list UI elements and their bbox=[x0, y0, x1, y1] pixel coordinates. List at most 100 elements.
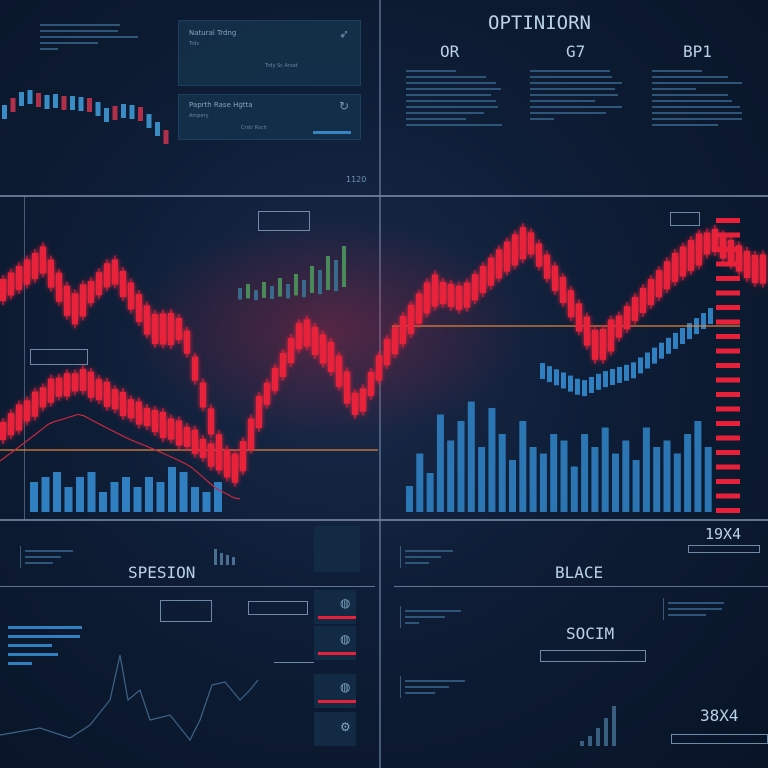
card-title: Natural Trdng bbox=[189, 29, 237, 37]
column-text-g7 bbox=[530, 66, 630, 124]
candle-blue bbox=[575, 378, 580, 395]
volume-bar bbox=[41, 477, 50, 512]
divider-bottom-left bbox=[0, 586, 375, 587]
candle bbox=[87, 98, 92, 112]
volume-bar bbox=[467, 401, 475, 512]
column-text-bp1 bbox=[652, 66, 752, 130]
volume-bar bbox=[447, 440, 455, 512]
volume-bar bbox=[133, 487, 142, 512]
info-text-block bbox=[40, 20, 140, 54]
candle bbox=[53, 94, 58, 108]
candle-blue bbox=[617, 366, 622, 383]
column-header-g7: G7 bbox=[566, 42, 586, 61]
mini-candle bbox=[318, 270, 322, 295]
candle bbox=[163, 130, 169, 144]
volume-bar bbox=[156, 482, 165, 512]
level-marker bbox=[716, 276, 740, 281]
globe-icon: ◍ bbox=[340, 596, 351, 610]
section-title-spesion: SPESION bbox=[128, 563, 196, 582]
candle-blue bbox=[603, 371, 608, 388]
mini-bar bbox=[226, 555, 229, 565]
volume-bar bbox=[622, 440, 630, 512]
level-marker bbox=[716, 247, 740, 252]
stat-19x4: 19X4 bbox=[705, 525, 742, 543]
candle-blue bbox=[561, 372, 566, 389]
status-card[interactable]: ⚙ bbox=[314, 712, 356, 746]
stat-38x4: 38X4 bbox=[700, 706, 739, 725]
level-marker bbox=[716, 493, 740, 499]
column-text-or bbox=[406, 66, 506, 130]
level-marker bbox=[716, 508, 740, 513]
globe-icon: ◍ bbox=[340, 632, 351, 646]
info-box bbox=[160, 600, 212, 622]
level-marker bbox=[716, 261, 740, 267]
refresh-icon[interactable]: ↻ bbox=[339, 99, 350, 113]
volume-bar bbox=[53, 472, 61, 512]
candle-blue bbox=[631, 362, 636, 379]
info-box bbox=[248, 601, 308, 615]
level-marker bbox=[716, 305, 740, 310]
section-title-blace: BLACE bbox=[555, 563, 604, 582]
status-card[interactable]: ◍ bbox=[314, 590, 356, 624]
globe-icon: ◍ bbox=[340, 680, 351, 694]
candle bbox=[70, 96, 75, 110]
mini-candle bbox=[342, 246, 346, 287]
mini-candle bbox=[294, 274, 298, 296]
volume-bar bbox=[560, 440, 568, 512]
mini-candle bbox=[326, 256, 330, 290]
legend-text bbox=[400, 546, 460, 568]
volume-bar bbox=[581, 434, 589, 512]
mini-candle bbox=[238, 288, 242, 300]
mini-candle bbox=[254, 290, 258, 301]
volume-bar bbox=[99, 492, 107, 512]
glow bbox=[130, 220, 530, 440]
chart-tooltip bbox=[670, 212, 700, 226]
volume-bar bbox=[673, 453, 681, 512]
candle-blue bbox=[680, 328, 685, 344]
axis-left bbox=[24, 196, 25, 520]
volume-bar bbox=[498, 434, 506, 512]
candle bbox=[78, 97, 84, 111]
mini-candle bbox=[278, 278, 282, 297]
candle bbox=[112, 106, 118, 120]
candle-blue bbox=[645, 352, 650, 369]
mini-bar bbox=[588, 736, 592, 746]
candle-blue bbox=[610, 369, 615, 385]
legend-text bbox=[400, 676, 465, 698]
progress-bar bbox=[313, 131, 351, 134]
mini-bar bbox=[596, 728, 600, 746]
card-natural-trading[interactable]: Natural Trdng Trds Trdy Sc Arset ➶ bbox=[178, 20, 361, 86]
candle-blue bbox=[659, 342, 664, 359]
candle-blue bbox=[638, 357, 643, 374]
candle-blue bbox=[708, 308, 713, 325]
level-marker bbox=[716, 421, 740, 426]
volume-bar bbox=[478, 447, 486, 512]
level-marker bbox=[716, 218, 740, 223]
status-card[interactable]: ◍ bbox=[314, 626, 356, 660]
level-marker bbox=[716, 450, 740, 455]
candle bbox=[146, 114, 152, 128]
volume-bar bbox=[591, 447, 599, 512]
settings-icon: ⚙ bbox=[340, 720, 351, 734]
candle-blue bbox=[547, 366, 552, 383]
mini-bar bbox=[220, 553, 223, 565]
volume-bar bbox=[76, 477, 84, 512]
candle bbox=[2, 105, 7, 119]
options-title: OPTINIORN bbox=[488, 12, 591, 34]
volume-bar bbox=[694, 421, 702, 512]
volume-bar bbox=[168, 467, 176, 512]
volume-bar bbox=[416, 453, 424, 512]
card-paprth[interactable]: Paprth Rase Hgtta Ampery Crstr Rsch ↻ bbox=[178, 94, 361, 140]
status-card[interactable]: ◍ bbox=[314, 674, 356, 708]
line-chart bbox=[0, 654, 259, 742]
candle-blue bbox=[554, 369, 559, 386]
legend-text bbox=[400, 606, 461, 628]
divider-bottom-right bbox=[394, 586, 768, 587]
candle-blue bbox=[596, 373, 601, 390]
candle bbox=[61, 96, 67, 110]
mini-bar-card[interactable] bbox=[314, 526, 360, 572]
level-marker bbox=[716, 464, 740, 470]
horizontal-bars bbox=[0, 626, 90, 671]
volume-bar bbox=[570, 466, 578, 512]
